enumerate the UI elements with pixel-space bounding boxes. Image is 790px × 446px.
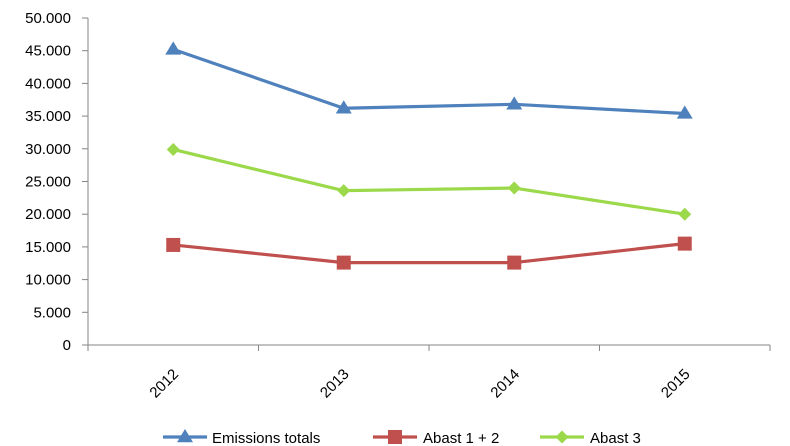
- y-tick-label: 15.000: [25, 239, 71, 256]
- data-point: [337, 184, 351, 198]
- y-tick-label: 20.000: [25, 206, 71, 223]
- data-point: [506, 96, 523, 110]
- data-point: [677, 236, 692, 251]
- legend-label: Abast 3: [590, 430, 641, 446]
- data-point: [507, 181, 521, 195]
- x-axis-ticks: 2012 2013 2014 2015: [87, 345, 771, 402]
- y-tick-label: 10.000: [25, 272, 71, 289]
- series-layer: [165, 41, 693, 270]
- y-tick-label: 5.000: [33, 304, 71, 321]
- legend-label: Abast 1 + 2: [423, 430, 499, 446]
- legend-label: Emissions totals: [212, 430, 320, 446]
- series-1: [166, 236, 692, 270]
- legend-item: Abast 3: [540, 430, 641, 446]
- legend-marker: [388, 430, 402, 444]
- x-tick-label: 2015: [658, 366, 694, 402]
- y-tick-label: 30.000: [25, 141, 71, 158]
- series-line: [173, 242, 685, 265]
- chart-axes: [87, 18, 770, 346]
- y-tick-label: 25.000: [25, 174, 71, 191]
- series-0: [165, 41, 693, 119]
- data-point: [166, 142, 180, 156]
- y-tick-label: 40.000: [25, 75, 71, 92]
- data-point: [676, 105, 693, 119]
- y-tick-label: 45.000: [25, 43, 71, 60]
- data-point: [678, 207, 692, 221]
- x-tick-label: 2013: [317, 366, 353, 402]
- y-tick-label: 50.000: [25, 10, 71, 27]
- y-axis-ticks: 0 5.000 10.000 15.000 20.000 25.000 30.000 35.0…: [25, 10, 88, 354]
- legend-marker: [555, 430, 569, 444]
- series-line: [172, 47, 685, 116]
- x-tick-label: 2014: [487, 366, 523, 402]
- y-tick-label: 35.000: [25, 108, 71, 125]
- data-point: [165, 41, 182, 55]
- data-point: [507, 255, 522, 270]
- legend-item: Abast 1 + 2: [373, 430, 499, 446]
- x-tick-label: 2012: [146, 366, 182, 402]
- data-point: [166, 237, 181, 252]
- legend-item: Emissions totals: [163, 429, 320, 446]
- legend: Emissions totals Abast 1 + 2 Abast 3: [163, 429, 641, 446]
- data-point: [336, 255, 351, 270]
- series-2: [166, 142, 692, 221]
- legend-marker: [177, 429, 193, 443]
- y-tick-label: 0: [63, 337, 71, 354]
- series-line: [172, 147, 685, 216]
- data-point: [335, 100, 352, 114]
